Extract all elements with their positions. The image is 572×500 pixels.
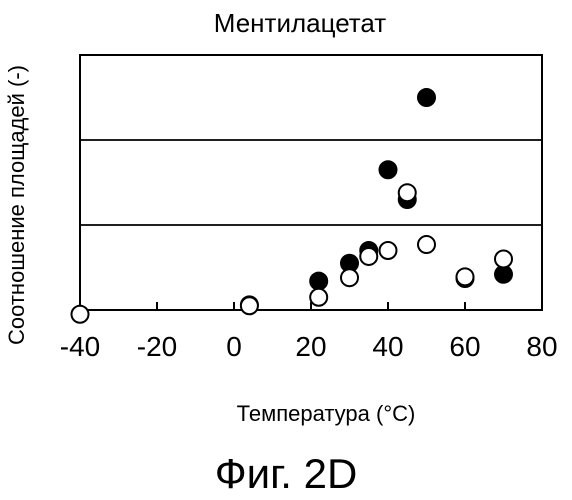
open-data-point bbox=[310, 289, 327, 306]
open-data-point bbox=[399, 184, 416, 201]
open-data-point bbox=[360, 248, 377, 265]
open-data-point bbox=[495, 251, 512, 268]
data-markers bbox=[72, 89, 513, 323]
x-tick-label: 20 bbox=[295, 331, 326, 362]
chart-title: Ментилацетат bbox=[214, 8, 387, 38]
x-tick-label: 80 bbox=[526, 331, 557, 362]
open-data-point bbox=[457, 268, 474, 285]
y-axis-label: Соотношение площадей (-) bbox=[4, 65, 29, 345]
x-tick-label: 40 bbox=[372, 331, 403, 362]
open-data-point bbox=[418, 236, 435, 253]
x-axis-label: Температура (°C) bbox=[237, 401, 416, 426]
reference-lines bbox=[80, 140, 542, 225]
x-axis-tick-labels: -40 -20 0 20 40 60 80 bbox=[60, 331, 558, 362]
filled-data-point bbox=[418, 89, 435, 106]
filled-data-point bbox=[310, 273, 327, 290]
open-data-point bbox=[341, 269, 358, 286]
x-tick-label: -20 bbox=[137, 331, 177, 362]
filled-data-point bbox=[380, 161, 397, 178]
figure-label: Фиг. 2D bbox=[215, 450, 358, 497]
x-tick-label: 60 bbox=[449, 331, 480, 362]
open-data-point bbox=[380, 242, 397, 259]
x-tick-label: -40 bbox=[60, 331, 100, 362]
open-data-point bbox=[241, 297, 258, 314]
x-tick-label: 0 bbox=[226, 331, 242, 362]
open-data-point bbox=[72, 306, 89, 323]
x-axis-ticks bbox=[80, 302, 542, 310]
